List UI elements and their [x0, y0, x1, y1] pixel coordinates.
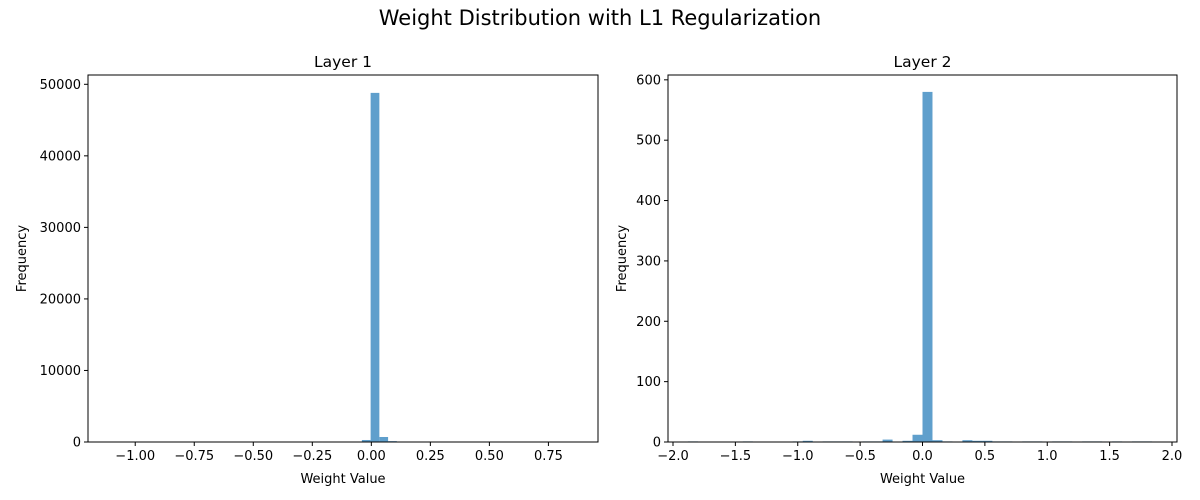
x-tick-label: −1.0	[782, 449, 814, 464]
bar	[379, 436, 389, 442]
bar	[922, 91, 933, 443]
chart-2: −2.0 −1.5 −1.0 −0.5 0.0 0.5 1.0 1.5 2.0 0 100 200 30…	[615, 53, 1182, 487]
bar	[802, 440, 813, 442]
y-tick-label: 20000	[40, 292, 81, 307]
bar	[982, 440, 993, 442]
bar	[932, 440, 943, 442]
bar	[962, 440, 973, 442]
bar	[370, 92, 380, 443]
x-tick-label: −1.00	[115, 449, 155, 464]
x-tick-label: −2.0	[657, 449, 689, 464]
x-tick-label: 1.5	[1099, 449, 1120, 464]
x-tick-label: 0.5	[975, 449, 996, 464]
y-axis-label: Frequency	[15, 225, 30, 292]
x-axis-label: Weight Value	[300, 472, 385, 487]
x-tick-label: −0.50	[233, 449, 273, 464]
y-tick-label: 200	[636, 315, 661, 330]
y-tick-label: 50000	[40, 78, 81, 93]
y-tick-label: 0	[73, 436, 81, 451]
y-tick-label: 500	[636, 134, 661, 149]
figure-title: Weight Distribution with L1 Regularizati…	[378, 6, 822, 30]
bar	[361, 439, 371, 442]
x-tick-label: 1.0	[1037, 449, 1058, 464]
y-tick-label: 30000	[40, 221, 81, 236]
chart-title: Layer 1	[314, 53, 372, 71]
x-tick-label: 0.00	[357, 449, 386, 464]
x-tick-label: 2.0	[1162, 449, 1183, 464]
x-axis-label: Weight Value	[880, 472, 965, 487]
y-tick-label: 600	[636, 73, 661, 88]
x-tick-label: −0.75	[174, 449, 214, 464]
y-axis-label: Frequency	[615, 225, 630, 292]
bar	[882, 439, 893, 442]
chart-1: −1.00 −0.75 −0.50 −0.25 0.00 0.25 0.50 0.75 0 100…	[15, 53, 599, 487]
x-tick-label: 0.50	[475, 449, 504, 464]
y-tick-label: 300	[636, 254, 661, 269]
y-tick-label: 400	[636, 194, 661, 209]
bar	[902, 440, 913, 442]
axes-frame	[87, 74, 599, 443]
bar	[972, 440, 983, 442]
y-tick-label: 100	[636, 375, 661, 390]
x-tick-label: 0.0	[912, 449, 933, 464]
bar	[912, 434, 923, 442]
x-tick-label: 0.75	[534, 449, 563, 464]
x-tick-label: −0.25	[292, 449, 332, 464]
y-tick-label: 0	[653, 436, 661, 451]
x-tick-label: −1.5	[720, 449, 752, 464]
x-tick-label: −0.5	[844, 449, 876, 464]
y-tick-label: 10000	[40, 364, 81, 379]
chart-title: Layer 2	[893, 53, 951, 71]
y-tick-label: 40000	[40, 149, 81, 164]
x-tick-label: 0.25	[416, 449, 445, 464]
